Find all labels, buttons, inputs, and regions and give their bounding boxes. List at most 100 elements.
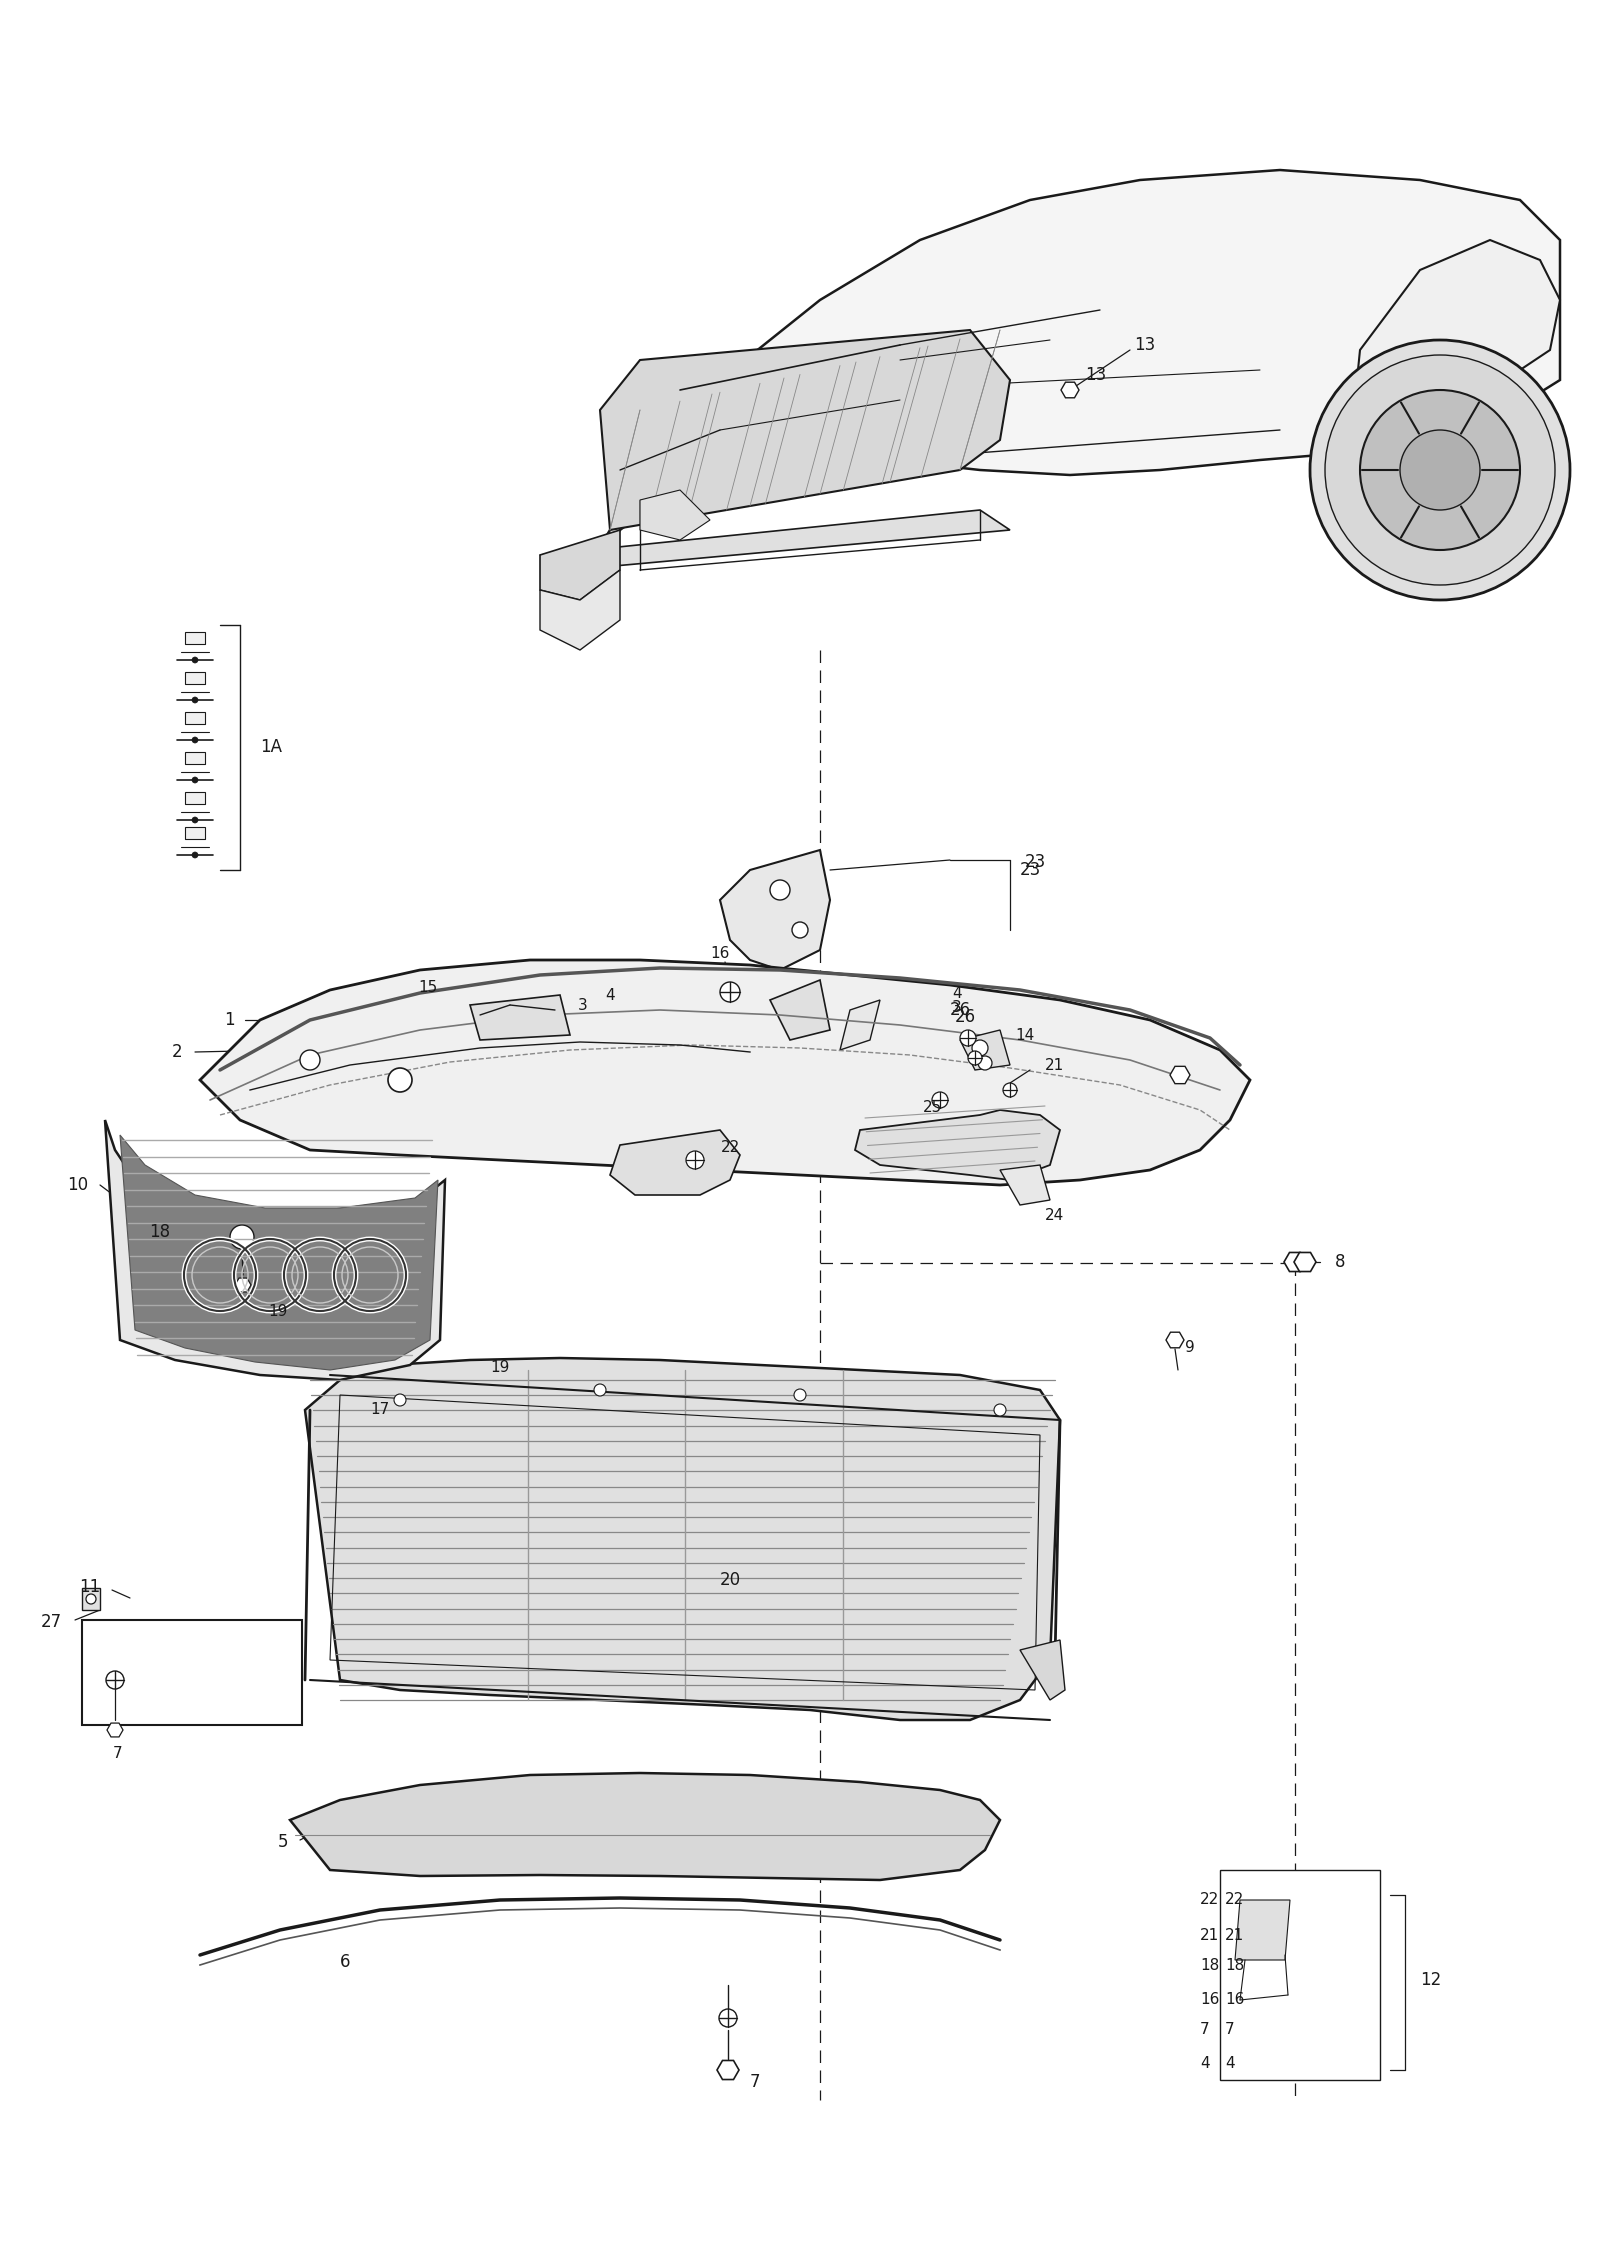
Text: 26: 26 <box>955 1008 976 1026</box>
Text: 23: 23 <box>1021 862 1042 880</box>
Text: 1: 1 <box>224 1011 235 1029</box>
Circle shape <box>1325 354 1555 584</box>
Text: 15: 15 <box>419 981 438 995</box>
Polygon shape <box>541 530 621 600</box>
Polygon shape <box>1170 1067 1190 1083</box>
Polygon shape <box>1000 1164 1050 1205</box>
Circle shape <box>1400 431 1480 510</box>
Text: 18: 18 <box>1200 1958 1219 1974</box>
Circle shape <box>594 1383 606 1396</box>
Circle shape <box>86 1595 96 1604</box>
Polygon shape <box>1021 1640 1066 1701</box>
Bar <box>186 792 205 803</box>
Text: 22: 22 <box>1200 1893 1219 1909</box>
Text: 7: 7 <box>1226 2021 1235 2037</box>
Text: 14: 14 <box>1014 1026 1034 1042</box>
Text: 16: 16 <box>1200 1992 1219 2008</box>
Polygon shape <box>1235 1900 1290 1960</box>
Circle shape <box>686 1151 704 1169</box>
Circle shape <box>1003 1083 1018 1096</box>
Polygon shape <box>1294 1252 1315 1272</box>
Text: 4: 4 <box>605 988 614 1004</box>
Text: 5: 5 <box>277 1832 288 1850</box>
Text: 7: 7 <box>1200 2021 1210 2037</box>
Text: 19: 19 <box>490 1360 509 1376</box>
Text: 20: 20 <box>720 1570 741 1588</box>
Bar <box>82 1620 302 1726</box>
Text: 17: 17 <box>370 1403 389 1417</box>
Circle shape <box>973 1040 989 1056</box>
Circle shape <box>994 1403 1006 1417</box>
Polygon shape <box>200 961 1250 1184</box>
Text: 2: 2 <box>171 1042 182 1060</box>
Circle shape <box>1310 341 1570 600</box>
Polygon shape <box>306 1358 1059 1719</box>
Text: 8: 8 <box>1334 1252 1346 1270</box>
Text: 16: 16 <box>710 945 730 961</box>
Polygon shape <box>541 510 1010 571</box>
Circle shape <box>792 923 808 938</box>
Circle shape <box>1360 390 1520 550</box>
Polygon shape <box>1061 381 1078 397</box>
Circle shape <box>394 1394 406 1405</box>
Circle shape <box>301 1049 320 1069</box>
Text: 4: 4 <box>1226 2055 1235 2071</box>
Polygon shape <box>840 999 880 1049</box>
Circle shape <box>968 1051 982 1065</box>
Text: 13: 13 <box>1085 365 1106 384</box>
Text: 4: 4 <box>952 986 962 999</box>
Polygon shape <box>610 1130 739 1196</box>
Circle shape <box>794 1390 806 1401</box>
Text: 27: 27 <box>42 1613 62 1631</box>
Text: 9: 9 <box>1186 1340 1195 1356</box>
Circle shape <box>931 1092 947 1108</box>
Polygon shape <box>106 1119 445 1381</box>
Polygon shape <box>120 1135 438 1369</box>
Circle shape <box>978 1056 992 1069</box>
Text: 23: 23 <box>1026 853 1046 871</box>
Circle shape <box>106 1672 125 1690</box>
Text: 11: 11 <box>78 1577 99 1595</box>
Circle shape <box>718 2010 738 2026</box>
Circle shape <box>192 853 198 857</box>
Polygon shape <box>770 979 830 1040</box>
Polygon shape <box>854 1110 1059 1180</box>
Polygon shape <box>1350 239 1560 449</box>
Text: 6: 6 <box>339 1954 350 1972</box>
Bar <box>186 828 205 839</box>
Text: 7: 7 <box>114 1746 123 1760</box>
Bar <box>186 632 205 643</box>
Polygon shape <box>720 851 830 970</box>
Polygon shape <box>541 571 621 650</box>
Circle shape <box>192 776 198 783</box>
Circle shape <box>192 697 198 704</box>
Text: 1A: 1A <box>259 738 282 756</box>
Polygon shape <box>579 169 1560 580</box>
Circle shape <box>387 1067 413 1092</box>
Text: 21: 21 <box>1200 1927 1219 1942</box>
Polygon shape <box>1283 1252 1306 1272</box>
Text: 18: 18 <box>149 1223 170 1241</box>
Text: 13: 13 <box>1134 336 1155 354</box>
Circle shape <box>192 656 198 663</box>
Circle shape <box>192 738 198 742</box>
Text: 16: 16 <box>1226 1992 1245 2008</box>
Bar <box>186 713 205 724</box>
Polygon shape <box>1166 1333 1184 1347</box>
Polygon shape <box>235 1279 251 1293</box>
Polygon shape <box>600 329 1010 530</box>
Circle shape <box>770 880 790 900</box>
Text: 21: 21 <box>1045 1058 1064 1072</box>
Polygon shape <box>640 490 710 539</box>
Text: 22: 22 <box>720 1142 739 1155</box>
Text: 10: 10 <box>67 1175 88 1193</box>
Polygon shape <box>290 1773 1000 1879</box>
Circle shape <box>960 1031 976 1047</box>
Polygon shape <box>960 1031 1010 1069</box>
Text: 25: 25 <box>922 1101 942 1114</box>
Bar <box>1221 1870 1379 2080</box>
Circle shape <box>720 981 739 1002</box>
Text: 26: 26 <box>950 1002 971 1020</box>
Text: 21: 21 <box>1226 1927 1245 1942</box>
Text: 22: 22 <box>1226 1893 1245 1909</box>
